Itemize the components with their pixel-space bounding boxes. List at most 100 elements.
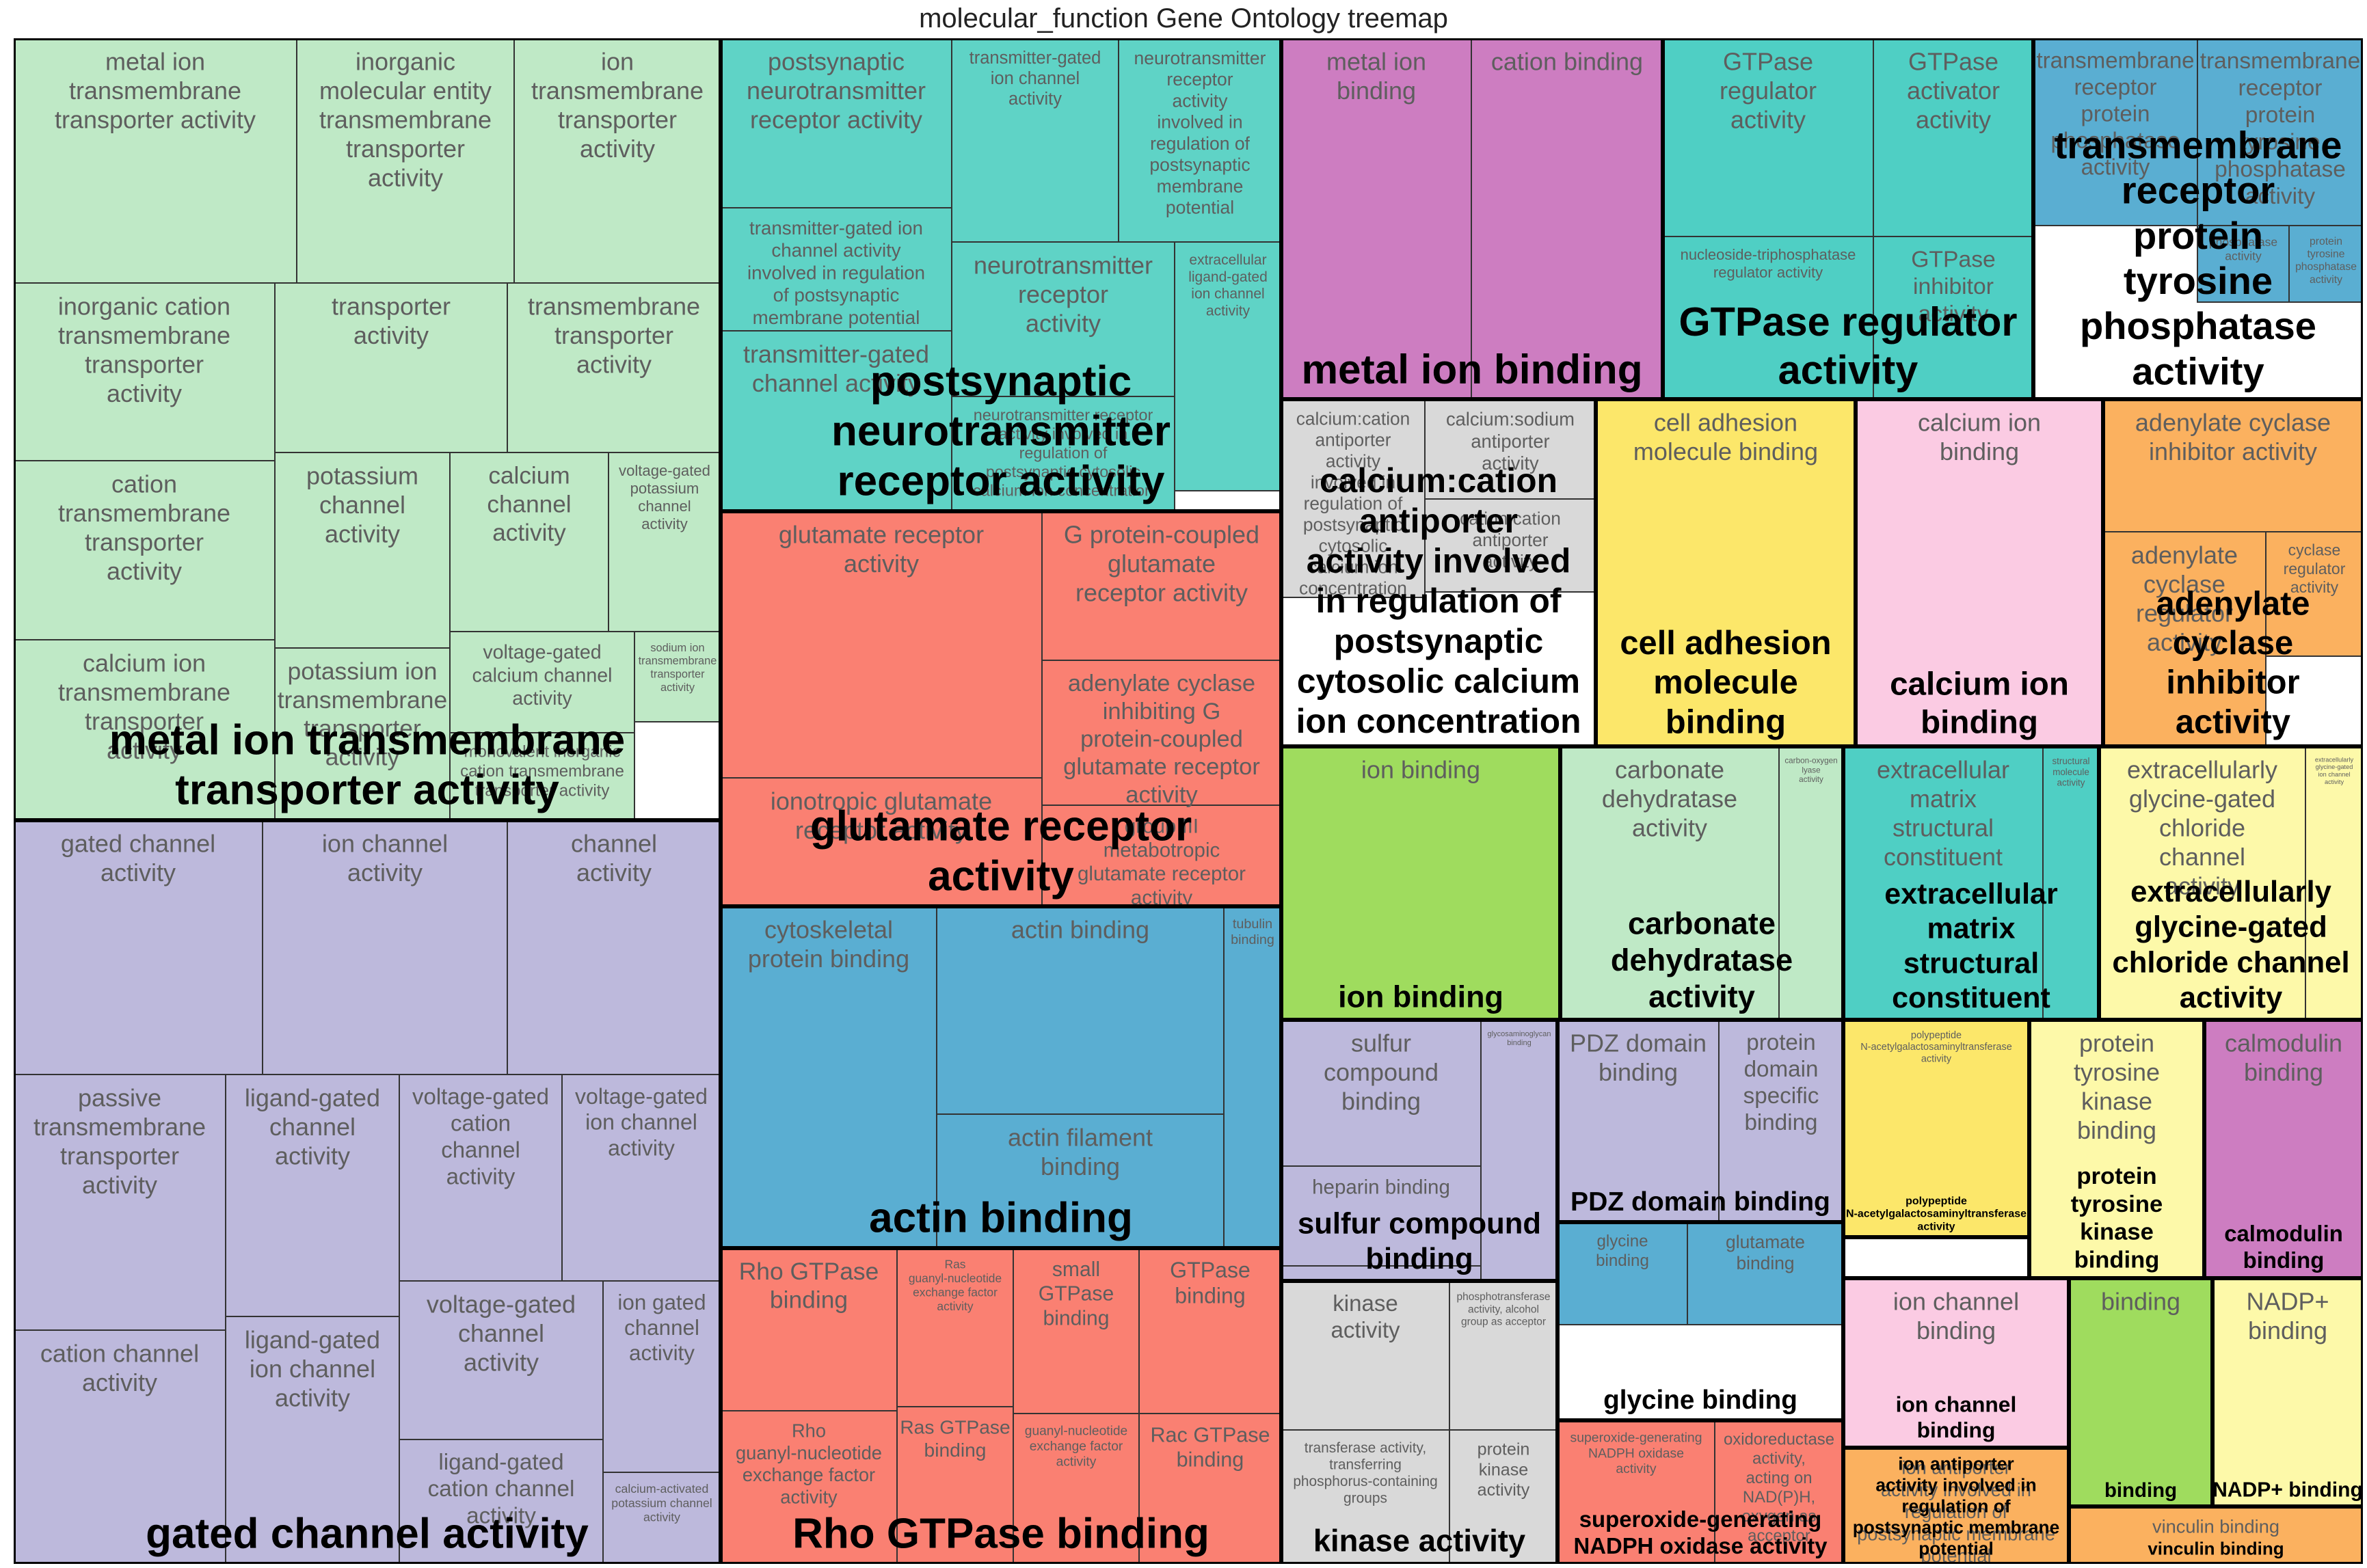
cell-label-transmembrane-receptor-protein-tyrosine-phosphat: transmembrane receptor protein tyrosine phos… (2200, 49, 2361, 209)
cell-label-adenylate-cyclase-regulator-activity: adenylate cyclase regulator activity (2131, 541, 2238, 655)
treemap-cell-potassium-ion-transmembrane-transporter-activity (274, 647, 451, 821)
treemap-cell-ion-gated-channel-activity (602, 1280, 721, 1473)
group-label-pdz-domain-binding: PDZ domain binding (1570, 1187, 1830, 1217)
treemap-cell-pdz-domain-binding (1557, 1019, 1720, 1223)
cell-label-heparin-binding: heparin binding (1312, 1176, 1450, 1199)
group-label-calmodulin-binding: calmodulin binding (2224, 1221, 2343, 1273)
treemap-cell-channel-activity (507, 820, 721, 1075)
cell-label-cation-cation-antiporter-activity: cation:cation antiporter activity (1460, 509, 1561, 571)
cell-label-ligand-gated-channel-activity: ligand-gated channel activity (245, 1083, 380, 1170)
group-label-binding: binding (2104, 1479, 2177, 1502)
cell-label-pdz-domain-binding: PDZ domain binding (1570, 1029, 1707, 1086)
cell-label-gtpase-activator-activity: GTPase activator activity (1907, 47, 2000, 133)
cell-label-guanyl-nucleotide-exchange-factor-activity: guanyl-nucleotide exchange factor activity (1025, 1424, 1127, 1469)
treemap-cell-monovalent-inorganic-cation-transmembrane-transp (449, 732, 635, 821)
treemap-cell-rho-guanyl-nucleotide-exchange-factor-activity (720, 1410, 898, 1564)
cell-label-postsynaptic-neurotransmitter-receptor-activity: postsynaptic neurotransmitter receptor act… (747, 47, 926, 133)
group-label-vinculin-binding: vinculin binding (2148, 1539, 2284, 1559)
cell-label-adenylate-cyclase-inhibitor-activity: adenylate cyclase inhibitor activity (2135, 408, 2331, 465)
cell-label-carbonate-dehydratase-activity: carbonate dehydratase activity (1602, 755, 1737, 841)
treemap-cell-gtpase-activator-activity (1873, 38, 2034, 237)
treemap-cell-rac-gtpase-binding (1138, 1413, 1282, 1564)
treemap-cell-ligand-gated-cation-channel-activity (399, 1439, 604, 1564)
treemap-cell-protein-tyrosine-kinase-binding (2029, 1019, 2205, 1279)
treemap-cell-transmitter-gated-ion-channel-activity-involved- (720, 207, 952, 332)
treemap-cell-transmembrane-transporter-activity (507, 282, 721, 453)
cell-label-calcium-ion-binding: calcium ion binding (1918, 408, 2041, 465)
cell-label-oxidoreductase-activity-acting-on-nad-p-h-oxygen: oxidoreductase activity, acting on NAD(P)H,… (1724, 1431, 1834, 1545)
cell-label-neurotransmitter-receptor-activity: neurotransmitter receptor activity (974, 251, 1153, 337)
treemap-cell-neurotransmitter-receptor-activity (951, 241, 1175, 397)
cell-label-transmitter-gated-ion-channel-activity: transmitter-gated ion channel activity (969, 49, 1101, 109)
cell-label-ras-gtpase-binding: Ras GTPase binding (900, 1416, 1010, 1460)
cell-label-calcium-activated-potassium-channel-activity: calcium-activated potassium channel activi… (611, 1482, 712, 1524)
treemap-cell-potassium-channel-activity (274, 452, 451, 649)
group-label-kinase-activity: kinase activity (1313, 1523, 1525, 1558)
treemap-cell-metal-ion-transmembrane-transporter-activity (14, 38, 297, 284)
group-label-carbonate-dehydratase-activity: carbonate dehydratase activity (1611, 906, 1793, 1014)
treemap-cell-cation-channel-activity (14, 1329, 226, 1564)
group-label-postsynaptic-neurotransmitter-receptor-activity: postsynaptic neurotransmitter receptor act… (831, 357, 1171, 504)
cell-label-calmodulin-binding: calmodulin binding (2225, 1029, 2342, 1086)
cell-label-potassium-channel-activity: potassium channel activity (306, 461, 418, 548)
treemap-cell-voltage-gated-channel-activity (399, 1280, 604, 1440)
treemap-cell-calmodulin-binding (2204, 1019, 2363, 1279)
treemap-cell-guanyl-nucleotide-exchange-factor-activity (1013, 1413, 1140, 1564)
cell-label-gated-channel-activity: gated channel activity (61, 829, 215, 887)
cell-label-cytoskeletal-protein-binding: cytoskeletal protein binding (748, 915, 909, 973)
cell-label-gtpase-binding: GTPase binding (1170, 1258, 1251, 1308)
treemap-cell-metal-ion-binding (1281, 38, 1472, 400)
cell-label-cation-channel-activity: cation channel activity (40, 1339, 199, 1396)
treemap-cell-ion-channel-activity (262, 820, 508, 1075)
group-label-cell-adhesion-molecule-binding: cell adhesion molecule binding (1620, 625, 1831, 740)
treemap-cell-rho-gtpase-binding (720, 1247, 898, 1411)
cell-label-ionotropic-glutamate-receptor-activity: ionotropic glutamate receptor activity (771, 787, 992, 844)
group-label-sulfur-compound-binding: sulfur compound binding (1298, 1207, 1541, 1275)
cell-label-cation-transmembrane-transporter-activity: cation transmembrane transporter activity (58, 470, 230, 584)
group-border-gated-channel-activity (14, 818, 723, 1564)
treemap-cell-cytoskeletal-protein-binding (720, 906, 937, 1249)
cell-label-transmitter-gated-channel-activity: transmitter-gated channel activity (743, 340, 929, 397)
group-label-adenylate-cyclase-inhibitor-activity: adenylate cyclase inhibitor activity (2156, 586, 2310, 741)
cell-label-glutamate-receptor-activity: glutamate receptor activity (779, 520, 984, 578)
treemap-cell-ligand-gated-ion-channel-activity (225, 1316, 400, 1564)
treemap-cell-voltage-gated-calcium-channel-activity (449, 631, 635, 733)
treemap-cell-extracellular-matrix-structural-constituent (1843, 746, 2044, 1020)
cell-label-phosphatase-activity: phosphatase activity (2209, 235, 2277, 263)
cell-label-neurotransmitter-receptor-activity-involved-in-r: neurotransmitter receptor activity involv… (973, 406, 1153, 500)
cell-label-ion-antiporter-activity-involved-in-regulation-o: ion antiporter activity involved in regula… (1857, 1457, 2055, 1564)
group-label-metal-ion-binding: metal ion binding (1301, 346, 1642, 392)
treemap-cell-ligand-gated-channel-activity (225, 1074, 400, 1317)
treemap-cell-carbonate-dehydratase-activity (1560, 746, 1780, 1020)
treemap-cell-glutamate-receptor-activity (720, 511, 1043, 779)
treemap-cell-gtpase-inhibitor-activity (1873, 236, 2034, 400)
treemap-cell-group-iii-metabotropic-glutamate-receptor-activi (1041, 805, 1282, 907)
cell-label-rho-guanyl-nucleotide-exchange-factor-activity: Rho guanyl-nucleotide exchange factor activ… (736, 1420, 882, 1508)
cell-label-cation-binding: cation binding (1491, 47, 1643, 75)
cell-label-small-gtpase-binding: small GTPase binding (1039, 1258, 1114, 1329)
treemap-cell-extracellular-ligand-gated-ion-channel-activity (1174, 241, 1282, 491)
group-label-glutamate-receptor-activity: glutamate receptor activity (810, 803, 1192, 900)
group-label-calcium-cation-antiporter-activity-involved-in-r: calcium:cation antiporter activity involve… (1296, 461, 1581, 740)
cell-label-transmitter-gated-ion-channel-activity-involved-: transmitter-gated ion channel activity inv… (747, 217, 925, 328)
treemap-cell-voltage-gated-ion-channel-activity (561, 1074, 721, 1282)
treemap-cell-calcium-ion-binding (1855, 398, 2104, 747)
group-label-polypeptide-n-acetylgalactosaminyltransferase-ac: polypeptide N-acetylgalactosaminyltransfe… (1846, 1195, 2027, 1233)
treemap-cell-glycosaminoglycan-binding (1480, 1019, 1558, 1282)
cell-label-transmembrane-receptor-protein-phosphatase-activ: transmembrane receptor protein phosphatase a… (2036, 48, 2194, 180)
cell-label-ion-channel-binding: ion channel binding (1893, 1287, 2019, 1344)
cell-label-ion-transmembrane-transporter-activity: ion transmembrane transporter activity (531, 47, 704, 162)
treemap-cell-actin-filament-binding (936, 1113, 1225, 1249)
cell-label-protein-tyrosine-phosphatase-activity: protein tyrosine phosphatase activity (2295, 236, 2357, 286)
treemap-cell-actin-binding (936, 906, 1225, 1115)
cell-label-channel-activity: channel activity (571, 829, 657, 887)
treemap-cell-ras-guanyl-nucleotide-exchange-factor-activity (896, 1247, 1014, 1407)
treemap-cell-cation-transmembrane-transporter-activity (14, 460, 276, 640)
cell-label-calcium-channel-activity: calcium channel activity (487, 463, 571, 546)
group-label-ion-antiporter-activity-involved-in-regulation-o: ion antiporter activity involved in regula… (1853, 1453, 2060, 1558)
cell-label-neurotransmitter-receptor-activity-involved-in-r: neurotransmitter receptor activity involved… (1134, 48, 1266, 218)
cell-label-extracellularly-glycine-gated-chloride-channel-a: extracellularly glycine-gated chloride chan… (2127, 755, 2277, 900)
treemap-cell-voltage-gated-potassium-channel-activity (608, 452, 721, 632)
group-label-nadp-binding: NADP+ binding (2212, 1479, 2363, 1502)
treemap-cell-cation-binding (1471, 38, 1663, 400)
